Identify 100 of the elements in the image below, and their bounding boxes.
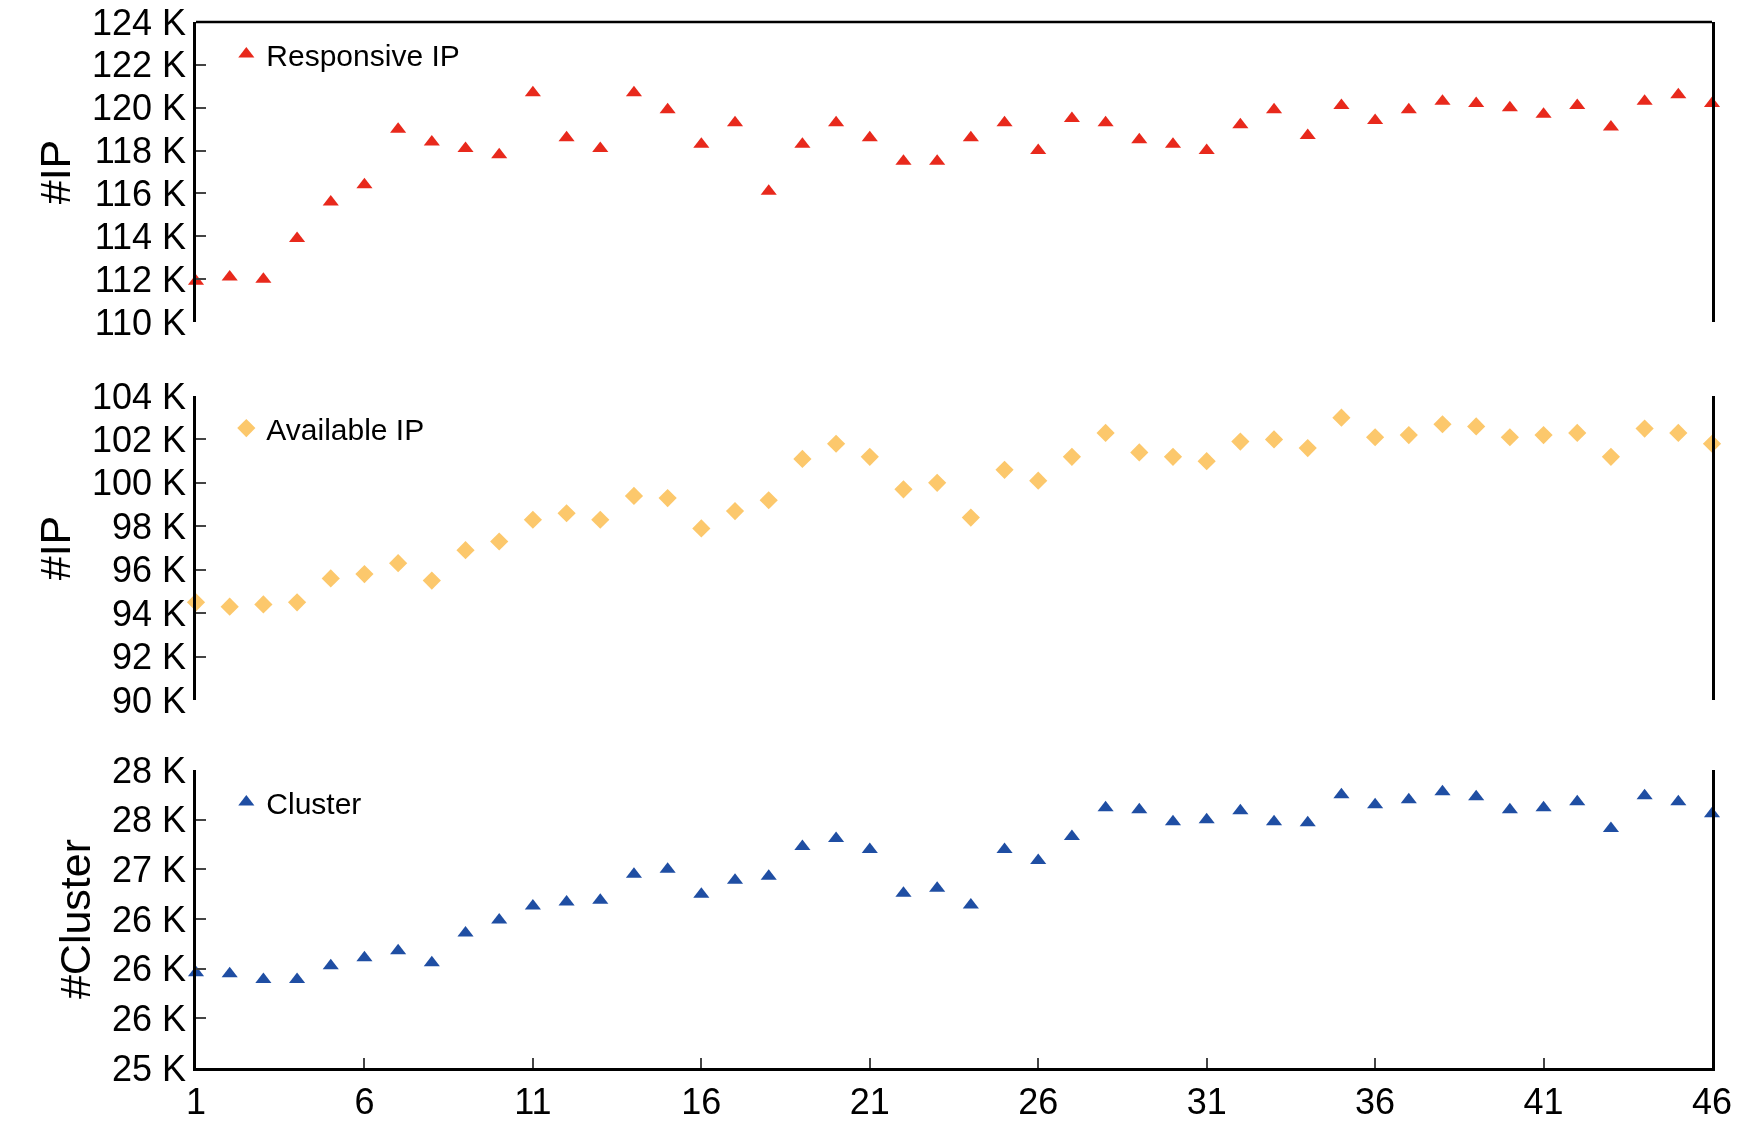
point (1264, 430, 1284, 449)
point (1299, 128, 1316, 140)
point (624, 486, 644, 505)
x-tick-label: 36 (1355, 1080, 1396, 1122)
x-tick-label: 21 (849, 1080, 890, 1122)
point (759, 491, 778, 510)
x-tick-label: 11 (514, 1080, 552, 1122)
point (1298, 439, 1317, 458)
point (1468, 789, 1485, 801)
point (1232, 803, 1249, 815)
point (1366, 428, 1385, 447)
point (1198, 143, 1215, 155)
point (1569, 98, 1586, 110)
point (1569, 794, 1586, 806)
point (524, 85, 541, 97)
point (826, 434, 846, 453)
y-tick-label: 26 K (111, 898, 187, 940)
y-tick-label: 112 K (94, 258, 187, 300)
point (1399, 425, 1418, 445)
point (322, 958, 339, 970)
point (1030, 143, 1047, 155)
point (1096, 423, 1115, 443)
y-axis-title: #IP (31, 139, 80, 205)
y-tick-label: 110 K (94, 301, 187, 343)
point (1333, 98, 1350, 110)
point (692, 519, 711, 538)
x-tick-label: 41 (1523, 1080, 1564, 1122)
x-tick-label: 6 (354, 1080, 375, 1122)
point (1400, 792, 1417, 804)
point (1062, 447, 1082, 466)
point (389, 554, 408, 573)
point (491, 147, 508, 159)
point (1670, 87, 1687, 99)
y-tick-label: 26 K (111, 997, 187, 1039)
y-tick-label: 92 K (111, 636, 187, 678)
y-tick-label: 90 K (111, 679, 187, 721)
point (321, 569, 340, 588)
point (1670, 794, 1687, 806)
y-tick-label: 120 K (91, 87, 187, 129)
point (1130, 443, 1149, 462)
point (961, 508, 980, 527)
point (1534, 425, 1553, 445)
point (355, 564, 374, 584)
y-tick-label: 98 K (111, 505, 187, 547)
x-tick-label: 46 (1691, 1080, 1733, 1122)
point (1434, 784, 1451, 796)
y-tick-label: 122 K (91, 44, 187, 86)
point (1299, 815, 1316, 827)
point (1232, 117, 1249, 129)
y-tick-label: 114 K (94, 215, 187, 257)
point (422, 571, 441, 590)
point (287, 593, 307, 612)
point (861, 130, 878, 142)
point (962, 130, 979, 142)
y-tick-label: 26 K (111, 948, 187, 990)
y-tick-label: 27 K (111, 848, 187, 890)
y-tick-label: 28 K (111, 749, 187, 791)
point (1097, 800, 1114, 812)
legend-label: Cluster (266, 786, 362, 820)
x-tick-label: 31 (1186, 1080, 1227, 1122)
point (1029, 471, 1048, 490)
y-tick-label: 102 K (91, 419, 187, 461)
point (558, 130, 575, 142)
point (996, 115, 1013, 127)
point (1197, 452, 1216, 471)
y-axis-title: #Cluster (51, 838, 100, 1000)
point (1131, 132, 1148, 144)
y-tick-label: 118 K (94, 130, 187, 172)
y-tick-label: 28 K (111, 799, 187, 841)
point (591, 510, 610, 529)
point (490, 532, 509, 551)
y-tick-label: 94 K (111, 592, 187, 634)
point (860, 447, 879, 466)
point (793, 449, 812, 469)
point (1433, 415, 1452, 434)
point (1635, 419, 1654, 438)
point (725, 501, 745, 521)
point (658, 488, 677, 508)
point (1500, 428, 1519, 447)
x-tick-label: 26 (1018, 1080, 1059, 1122)
y-tick-label: 100 K (91, 462, 187, 504)
point (1231, 432, 1250, 451)
point (1636, 788, 1653, 800)
point (1063, 829, 1080, 841)
point (1501, 100, 1518, 112)
y-tick-label: 96 K (111, 549, 187, 591)
x-tick-label: 16 (681, 1080, 722, 1122)
point (1367, 797, 1384, 809)
point (254, 595, 273, 614)
point (828, 831, 845, 843)
point (995, 460, 1014, 479)
point (1131, 802, 1148, 814)
point (456, 541, 475, 560)
point (659, 102, 676, 114)
point (457, 925, 474, 937)
point (1568, 423, 1587, 443)
point (1333, 787, 1350, 799)
point (255, 972, 272, 984)
point (1601, 447, 1621, 466)
point (828, 115, 845, 127)
